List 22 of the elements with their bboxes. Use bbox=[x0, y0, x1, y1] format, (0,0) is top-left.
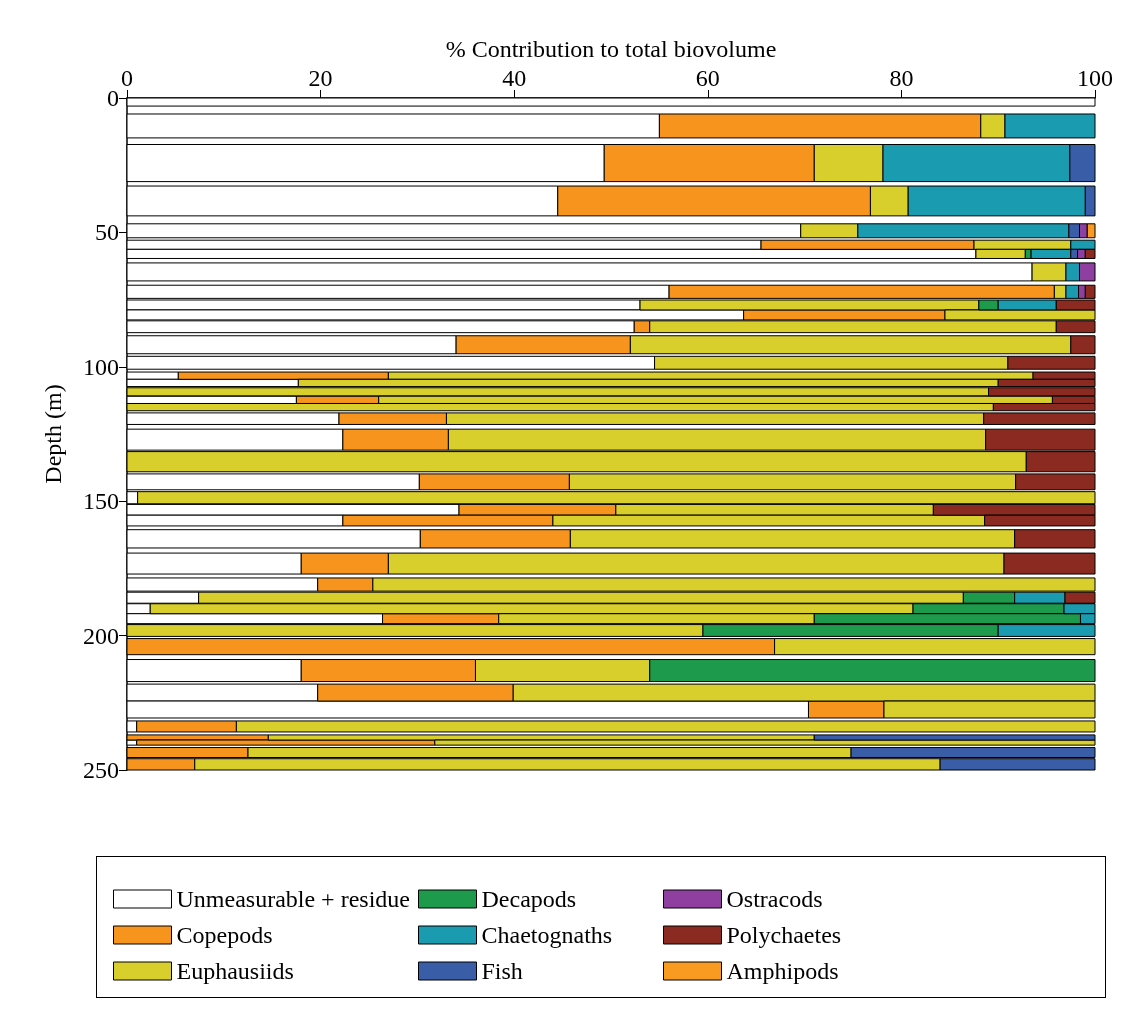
x-tick-label: 100 bbox=[1077, 65, 1113, 91]
y-tick-label: 150 bbox=[83, 488, 119, 515]
y-tick-label: 250 bbox=[83, 757, 119, 783]
legend-label: Euphausiids bbox=[176, 958, 294, 984]
legend-label: Ostracods bbox=[726, 886, 823, 912]
x-tick-label: 20 bbox=[308, 65, 333, 91]
y-tick-label: 50 bbox=[95, 219, 119, 246]
y-tick-label: 200 bbox=[83, 622, 119, 649]
y-axis-title: Depth (m) bbox=[40, 384, 66, 484]
x-axis-title: % Contribution to total biovolume bbox=[445, 36, 777, 63]
legend-label: Amphipods bbox=[726, 958, 839, 984]
y-tick-label: 0 bbox=[107, 85, 119, 111]
x-tick-label: 60 bbox=[695, 65, 720, 91]
legend-label: Fish bbox=[481, 958, 523, 984]
x-tick-label: 40 bbox=[502, 65, 527, 91]
legend-label: Chaetognaths bbox=[481, 922, 613, 948]
legend-label: Polychaetes bbox=[726, 922, 842, 948]
y-tick-label: 100 bbox=[83, 353, 119, 380]
x-tick-label: 80 bbox=[889, 65, 914, 91]
legend-label: Unmeasurable + residue bbox=[176, 886, 410, 912]
legend-label: Decapods bbox=[481, 886, 577, 912]
legend-label: Copepods bbox=[176, 922, 273, 948]
